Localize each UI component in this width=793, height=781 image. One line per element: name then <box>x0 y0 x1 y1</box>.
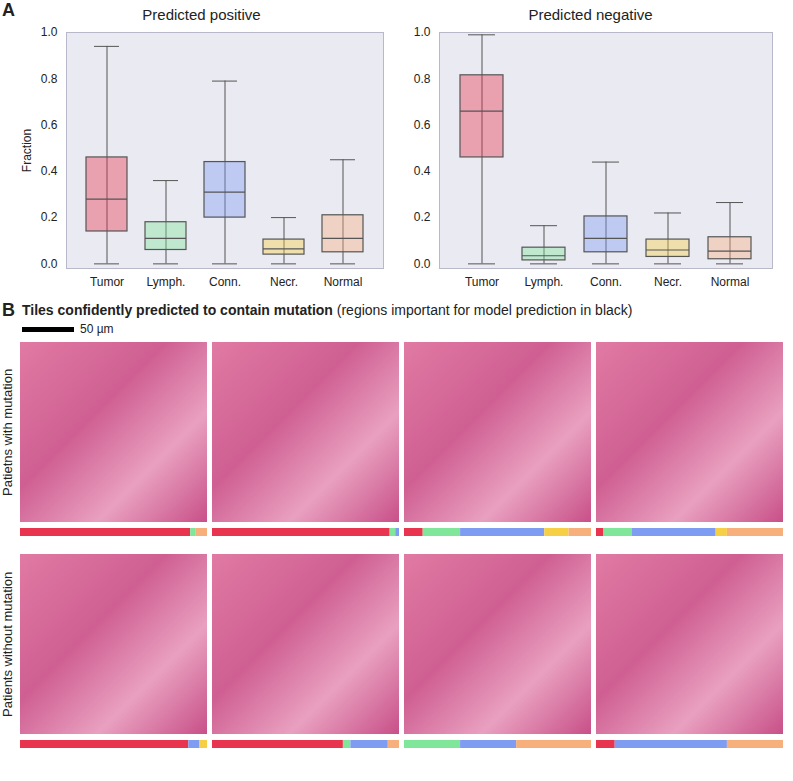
svg-text:0.8: 0.8 <box>41 72 58 86</box>
svg-text:Necr.: Necr. <box>654 275 682 289</box>
svg-text:0.0: 0.0 <box>41 257 58 271</box>
html-text:B: B <box>2 300 15 320</box>
html-text:Predicted positive: Predicted positive <box>142 6 261 23</box>
svg-text:Lymph.: Lymph. <box>147 275 186 289</box>
svg-text:Normal: Normal <box>324 275 363 289</box>
html-text:50 µm: 50 µm <box>80 322 114 336</box>
svg-text:0.0: 0.0 <box>414 257 431 271</box>
html-text:Tiles confidently predicted to: Tiles confidently predicted to contain m… <box>22 302 633 318</box>
html-text:Patients without mutation: Patients without mutation <box>0 571 15 717</box>
svg-text:0.8: 0.8 <box>414 72 431 86</box>
html-text:A: A <box>2 0 15 20</box>
html-text:Patietns with mutation: Patietns with mutation <box>0 368 15 496</box>
svg-text:Conn.: Conn. <box>209 275 241 289</box>
svg-text:Tumor: Tumor <box>465 275 499 289</box>
svg-text:0.4: 0.4 <box>41 164 58 178</box>
svg-text:Conn.: Conn. <box>590 275 622 289</box>
svg-text:0.2: 0.2 <box>41 210 58 224</box>
svg-text:1.0: 1.0 <box>41 26 58 39</box>
svg-text:Necr.: Necr. <box>270 275 298 289</box>
svg-text:1.0: 1.0 <box>414 26 431 39</box>
svg-text:0.4: 0.4 <box>414 164 431 178</box>
svg-text:Normal: Normal <box>711 275 750 289</box>
html-text:Predicted negative: Predicted negative <box>528 6 653 23</box>
svg-text:Fraction: Fraction <box>20 129 34 172</box>
svg-text:0.6: 0.6 <box>414 118 431 132</box>
svg-text:0.2: 0.2 <box>414 210 431 224</box>
svg-text:Lymph.: Lymph. <box>525 275 564 289</box>
svg-text:0.6: 0.6 <box>41 118 58 132</box>
svg-text:Tumor: Tumor <box>90 275 124 289</box>
